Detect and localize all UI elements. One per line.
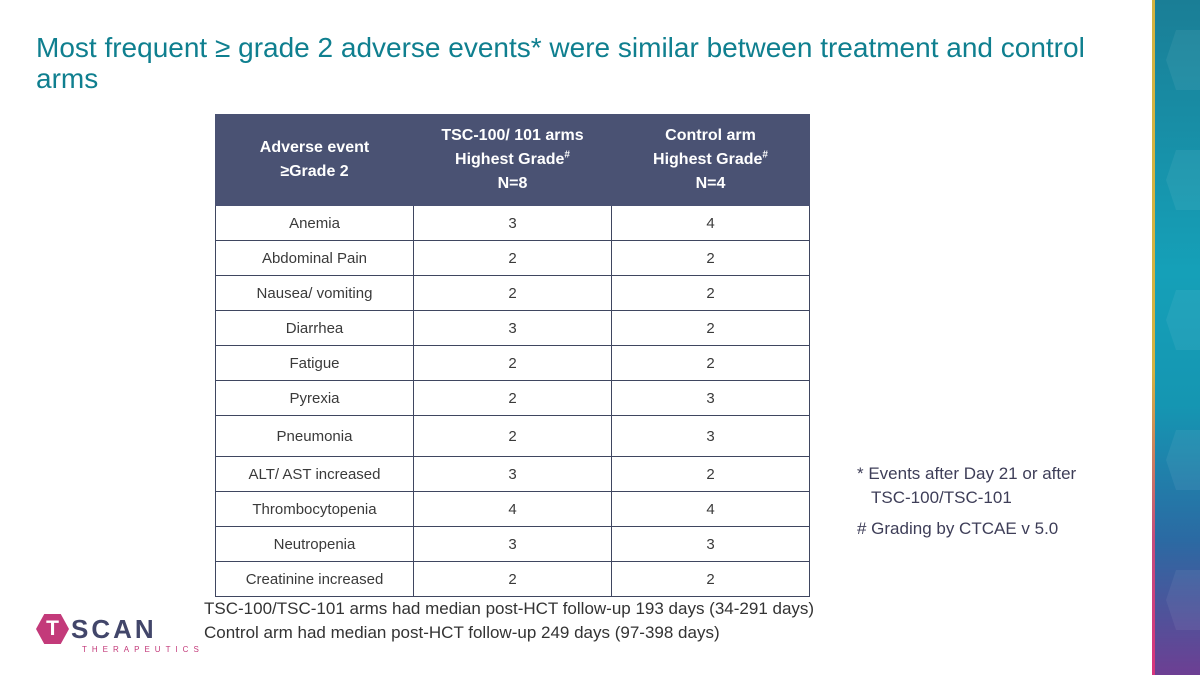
treatment-grade-cell: 2 (413, 275, 612, 311)
treatment-grade-cell: 2 (413, 345, 612, 381)
control-grade-cell: 2 (611, 240, 810, 276)
treatment-grade-cell: 3 (413, 456, 612, 492)
control-grade-cell: 4 (611, 205, 810, 241)
treatment-grade-cell: 3 (413, 526, 612, 562)
table-row: ALT/ AST increased 3 2 (215, 456, 810, 492)
event-cell: Pyrexia (215, 380, 414, 416)
footnote-line: * Events after Day 21 or after (857, 464, 1077, 483)
event-cell: Creatinine increased (215, 561, 414, 597)
header-line: Adverse event (259, 139, 370, 156)
grading-footnote: # Grading by CTCAE v 5.0 (857, 519, 1059, 538)
slide-title: Most frequent ≥ grade 2 adverse events* … (36, 32, 1085, 94)
header-control-arm: Control arm Highest Grade# N=4 (611, 114, 810, 206)
control-grade-cell: 4 (611, 491, 810, 527)
treatment-grade-cell: 2 (413, 415, 612, 457)
hexagon-pattern-icon (1166, 150, 1200, 210)
event-cell: Neutropenia (215, 526, 414, 562)
accent-edge (1152, 0, 1155, 675)
table-row: Pyrexia 2 3 (215, 380, 810, 416)
control-grade-cell: 2 (611, 310, 810, 346)
event-cell: Nausea/ vomiting (215, 275, 414, 311)
control-grade-cell: 3 (611, 415, 810, 457)
table-row: Anemia 3 4 (215, 205, 810, 241)
event-cell: Diarrhea (215, 310, 414, 346)
treatment-grade-cell: 2 (413, 240, 612, 276)
hexagon-pattern-icon (1166, 30, 1200, 90)
footnote-marker: # (564, 149, 570, 161)
treatment-grade-cell: 2 (413, 561, 612, 597)
treatment-grade-cell: 4 (413, 491, 612, 527)
event-cell: Pneumonia (215, 415, 414, 457)
table-row: Thrombocytopenia 4 4 (215, 491, 810, 527)
table-row: Diarrhea 3 2 (215, 310, 810, 346)
control-grade-cell: 2 (611, 345, 810, 381)
event-cell: ALT/ AST increased (215, 456, 414, 492)
hexagon-pattern-icon (1166, 430, 1200, 490)
header-line: TSC-100/ 101 arms (441, 127, 584, 144)
event-cell: Anemia (215, 205, 414, 241)
follow-up-control: Control arm had median post-HCT follow-u… (204, 623, 720, 642)
control-grade-cell: 3 (611, 526, 810, 562)
table-row: Nausea/ vomiting 2 2 (215, 275, 810, 311)
treatment-grade-cell: 3 (413, 205, 612, 241)
header-line: N=8 (497, 175, 528, 192)
control-grade-cell: 2 (611, 561, 810, 597)
header-treatment-arm: TSC-100/ 101 arms Highest Grade# N=8 (413, 114, 612, 206)
tscan-logo: T SCAN THERAPEUTICS (36, 612, 199, 658)
logo-hexagon-mark: T (36, 614, 69, 644)
follow-up-treatment: TSC-100/TSC-101 arms had median post-HCT… (204, 599, 815, 618)
logo-wordmark: SCAN (71, 614, 157, 644)
logo-subtitle: THERAPEUTICS (82, 645, 204, 654)
header-line: Highest Grade (455, 151, 565, 168)
table-header-row: Adverse event ≥Grade 2 TSC-100/ 101 arms… (215, 114, 810, 206)
treatment-grade-cell: 3 (413, 310, 612, 346)
footnote-line: TSC-100/TSC-101 (871, 488, 1012, 507)
table-row: Abdominal Pain 2 2 (215, 240, 810, 276)
event-cell: Abdominal Pain (215, 240, 414, 276)
follow-up-summary: TSC-100/TSC-101 arms had median post-HCT… (204, 597, 814, 645)
table-row: Fatigue 2 2 (215, 345, 810, 381)
hexagon-pattern-icon (1166, 290, 1200, 350)
control-grade-cell: 3 (611, 380, 810, 416)
adverse-events-table: Adverse event ≥Grade 2 TSC-100/ 101 arms… (215, 114, 810, 597)
events-footnote: * Events after Day 21 or after TSC-100/T… (857, 462, 1076, 510)
treatment-grade-cell: 2 (413, 380, 612, 416)
header-line: ≥Grade 2 (280, 163, 349, 180)
control-grade-cell: 2 (611, 275, 810, 311)
table-row: Neutropenia 3 3 (215, 526, 810, 562)
header-adverse-event: Adverse event ≥Grade 2 (215, 114, 414, 206)
event-cell: Fatigue (215, 345, 414, 381)
header-line: N=4 (695, 175, 726, 192)
header-line: Control arm (665, 127, 756, 144)
table-row: Pneumonia 2 3 (215, 415, 810, 457)
header-line: Highest Grade (653, 151, 763, 168)
footnote-marker: # (762, 149, 768, 161)
event-cell: Thrombocytopenia (215, 491, 414, 527)
decorative-side-bar (1152, 0, 1200, 675)
control-grade-cell: 2 (611, 456, 810, 492)
hexagon-pattern-icon (1166, 570, 1200, 630)
table-row: Creatinine increased 2 2 (215, 561, 810, 597)
